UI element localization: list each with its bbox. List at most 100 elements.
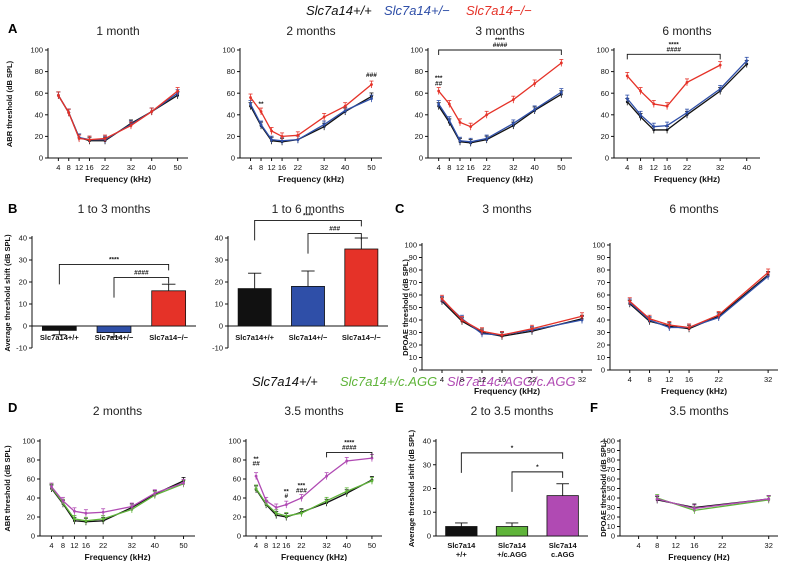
bracket-label: * xyxy=(511,445,514,452)
x-tick-label: 4 xyxy=(49,541,53,550)
bracket-label: #### xyxy=(493,42,508,49)
panel-label-C: C xyxy=(395,201,405,216)
category-label: +/c.AGG xyxy=(497,550,527,559)
bracket-label: #### xyxy=(666,46,681,53)
legend-entry-blue: Slc7a14+/− xyxy=(384,3,450,18)
significance-bracket xyxy=(438,49,562,55)
data-point-green xyxy=(254,487,258,490)
x-axis-label: Frequency (kHz) xyxy=(474,386,540,396)
significance-bracket xyxy=(254,219,362,241)
x-tick-label: 22 xyxy=(715,375,723,384)
chart-title: 1 month xyxy=(96,24,139,38)
data-point-purple xyxy=(254,474,258,478)
y-tick-label: 40 xyxy=(27,494,35,503)
data-point-green xyxy=(370,479,374,483)
data-point-red xyxy=(440,297,444,301)
data-point-red xyxy=(460,318,464,322)
x-tick-label: 16 xyxy=(663,163,671,172)
series-line-blue xyxy=(249,98,372,142)
y-tick-label: 10 xyxy=(409,353,417,362)
y-axis-label: DPOAE threshold (dB SPL) xyxy=(401,259,410,356)
data-point-green xyxy=(300,511,303,515)
data-point-blue xyxy=(458,139,462,143)
panel-label-E: E xyxy=(395,400,404,415)
significance-bracket xyxy=(58,263,170,285)
x-tick-label: 16 xyxy=(278,163,286,172)
y-tick-label: 20 xyxy=(215,278,223,287)
data-point-red xyxy=(625,74,629,78)
data-point-purple xyxy=(153,491,157,495)
x-tick-label: 22 xyxy=(683,163,691,172)
x-tick-label: 12 xyxy=(665,375,673,384)
data-point-purple xyxy=(692,507,696,510)
y-tick-label: 80 xyxy=(415,67,423,76)
y-tick-label: 0 xyxy=(601,366,605,375)
y-tick-label: 60 xyxy=(601,89,609,98)
y-tick-label: 60 xyxy=(233,475,241,484)
y-tick-label: 10 xyxy=(607,522,615,531)
data-point-blue xyxy=(485,137,489,140)
y-tick-label: 100 xyxy=(30,46,43,55)
bar-black xyxy=(445,526,478,537)
chart-A4: 6 months 0 20 40 60 80 100 4 8 12 16 22 32 40 Frequenc… xyxy=(596,24,760,184)
y-tick-label: 40 xyxy=(19,234,27,243)
series-line-black xyxy=(626,63,748,131)
chart-A1: 1 month 0 20 40 60 80 100 ABR threshold (dB SPL… xyxy=(5,24,188,184)
x-tick-label: 22 xyxy=(297,541,305,550)
data-point-purple xyxy=(345,459,349,463)
y-tick-label: 90 xyxy=(607,446,615,455)
legend-entry-red: Slc7a14−/− xyxy=(466,3,532,18)
series-line-green xyxy=(50,483,184,522)
y-tick-label: 80 xyxy=(597,266,605,275)
panel-label-A: A xyxy=(8,21,18,36)
panel-label-B: B xyxy=(8,201,17,216)
data-point-red xyxy=(511,98,515,102)
data-point-blue xyxy=(511,122,515,125)
y-tick-label: 20 xyxy=(607,513,615,522)
chart-title: 3 months xyxy=(475,24,524,38)
data-point-blue xyxy=(639,113,642,117)
panel-label-F: F xyxy=(590,400,598,415)
x-tick-label: 4 xyxy=(637,541,641,550)
data-point-purple xyxy=(655,497,659,501)
x-axis-label: Frequency (kHz) xyxy=(661,386,727,396)
y-tick-label: 30 xyxy=(423,460,431,469)
x-tick-label: 50 xyxy=(557,163,565,172)
bar-red xyxy=(344,248,379,327)
y-tick-label: 80 xyxy=(227,67,235,76)
bracket-label: #### xyxy=(342,444,357,451)
x-tick-label: 8 xyxy=(655,541,659,550)
data-point-green xyxy=(345,489,349,493)
x-tick-label: 32 xyxy=(716,163,724,172)
data-point-purple xyxy=(767,497,771,501)
y-tick-label: 100 xyxy=(404,241,417,250)
x-tick-label: 32 xyxy=(128,541,136,550)
y-tick-label: 80 xyxy=(27,456,35,465)
y-tick-label: 40 xyxy=(423,437,431,446)
y-tick-label: -10 xyxy=(212,344,223,353)
x-tick-label: 32 xyxy=(764,375,772,384)
chart-title: 2 to 3.5 months xyxy=(471,404,554,418)
data-point-red xyxy=(559,61,563,65)
x-tick-label: 50 xyxy=(368,541,376,550)
x-tick-label: 32 xyxy=(127,163,135,172)
y-axis-label: Average threshold shift (dB SPL) xyxy=(407,429,416,547)
x-tick-label: 50 xyxy=(173,163,181,172)
series-line-green xyxy=(656,497,769,512)
y-tick-label: 20 xyxy=(27,513,35,522)
x-tick-label: 8 xyxy=(460,375,464,384)
x-tick-label: 8 xyxy=(638,163,642,172)
x-tick-label: 16 xyxy=(466,163,474,172)
x-tick-label: 8 xyxy=(264,541,268,550)
y-tick-label: 20 xyxy=(415,132,423,141)
chart-C2: 6 months 0 10 20 30 40 50 60 70 80 90 100 4 8 12 16 22 32… xyxy=(592,202,778,396)
significance-mark: ** xyxy=(254,456,260,463)
x-tick-label: 22 xyxy=(101,163,109,172)
y-tick-label: 0 xyxy=(427,532,431,541)
x-tick-label: 32 xyxy=(322,541,330,550)
x-tick-label: 12 xyxy=(478,375,486,384)
x-axis-label: Frequency (kHz) xyxy=(278,174,344,184)
y-tick-label: 0 xyxy=(237,532,241,541)
chart-C1: 3 months 0 10 20 30 40 50 60 70 80 90 100 DPOAE thre… xyxy=(401,202,592,396)
data-point-blue xyxy=(652,125,656,129)
